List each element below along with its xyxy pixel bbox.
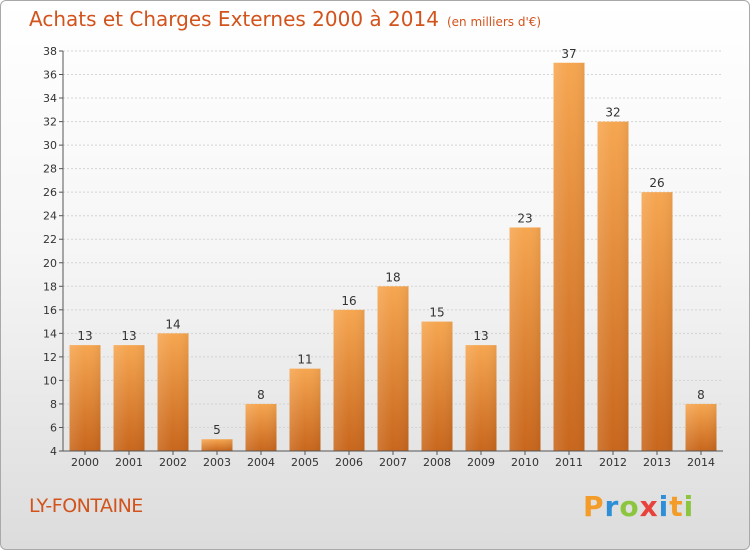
- y-tick-label: 30: [43, 139, 57, 152]
- brand-letter: i: [658, 490, 670, 523]
- brand-letter: x: [639, 490, 659, 523]
- y-tick-label: 18: [43, 280, 57, 293]
- x-tick-label: 2001: [115, 456, 143, 469]
- y-tick-label: 26: [43, 186, 57, 199]
- brand-letter: i: [683, 490, 695, 523]
- x-tick-label: 2013: [643, 456, 671, 469]
- y-tick-label: 16: [43, 304, 57, 317]
- data-label: 13: [473, 329, 488, 343]
- data-label: 18: [385, 270, 400, 284]
- y-tick-label: 36: [43, 69, 57, 82]
- data-label: 13: [77, 329, 92, 343]
- y-tick-label: 34: [43, 92, 57, 105]
- bar-shade: [157, 333, 189, 451]
- x-tick-label: 2014: [687, 456, 715, 469]
- bars: 13 13 14 5 8 11 16 18 15 13 23 37 32 26 8: [69, 47, 717, 452]
- y-tick-label: 24: [43, 210, 57, 223]
- data-label: 16: [341, 294, 356, 308]
- x-tick-label: 2004: [247, 456, 275, 469]
- bar-shade: [113, 345, 145, 451]
- bar-shade: [289, 368, 321, 451]
- y-tick-label: 8: [50, 398, 57, 411]
- x-tick-label: 2005: [291, 456, 319, 469]
- data-label: 5: [213, 423, 221, 437]
- bar-shade: [201, 439, 233, 451]
- data-label: 37: [561, 47, 576, 61]
- x-tick-label: 2011: [555, 456, 583, 469]
- y-tick-label: 14: [43, 327, 57, 340]
- data-label: 23: [517, 211, 532, 225]
- x-tick-label: 2009: [467, 456, 495, 469]
- bar-shade: [641, 192, 673, 452]
- bar-shade: [333, 309, 365, 451]
- bar-shade: [465, 345, 497, 451]
- y-tick-label: 38: [43, 45, 57, 58]
- x-tick-label: 2010: [511, 456, 539, 469]
- y-tick-label: 6: [50, 421, 57, 434]
- data-label: 8: [257, 388, 265, 402]
- data-label: 14: [165, 317, 180, 331]
- x-tick-label: 2012: [599, 456, 627, 469]
- x-axis: 2000 2001 2002 2003 2004 2005 2006 2007 2008 2009…: [63, 450, 723, 469]
- brand-letter: t: [669, 490, 684, 523]
- y-tick-label: 10: [43, 374, 57, 387]
- y-tick-label: 32: [43, 116, 57, 129]
- town-name: LY-FONTAINE: [29, 495, 143, 517]
- bar-shade: [509, 227, 541, 451]
- x-tick-label: 2000: [71, 456, 99, 469]
- y-axis: 4 6 8 10 12 14 16 18 20 22 24 26 28 30 32 34 36 38: [43, 45, 64, 458]
- data-label: 15: [429, 306, 444, 320]
- x-tick-label: 2006: [335, 456, 363, 469]
- bar-shade: [421, 321, 453, 451]
- x-tick-label: 2003: [203, 456, 231, 469]
- brand-letter: r: [604, 490, 620, 523]
- bar-shade: [377, 286, 409, 451]
- x-tick-label: 2002: [159, 456, 187, 469]
- data-label: 26: [649, 176, 664, 190]
- data-label: 32: [605, 106, 620, 120]
- bar-shade: [553, 62, 585, 451]
- data-label: 11: [297, 353, 312, 367]
- x-tick-label: 2007: [379, 456, 407, 469]
- y-tick-label: 20: [43, 257, 57, 270]
- data-label: 13: [121, 329, 136, 343]
- brand-letter: o: [619, 490, 640, 523]
- y-tick-label: 4: [50, 445, 57, 458]
- proxiti-logo[interactable]: Proxiti: [583, 490, 694, 523]
- x-tick-label: 2008: [423, 456, 451, 469]
- bar-shade: [597, 121, 629, 452]
- y-tick-label: 22: [43, 233, 57, 246]
- bar-shade: [685, 403, 717, 451]
- chart-title: Achats et Charges Externes 2000 à 2014 (e…: [29, 7, 541, 31]
- bar-shade: [69, 345, 101, 451]
- y-tick-label: 28: [43, 163, 57, 176]
- chart-subtitle: (en milliers d'€): [446, 15, 542, 29]
- data-label: 8: [697, 388, 705, 402]
- title-text: Achats et Charges Externes 2000 à 2014: [29, 7, 439, 31]
- bar-shade: [245, 403, 277, 451]
- y-tick-label: 12: [43, 351, 57, 364]
- brand-letter: P: [583, 490, 605, 523]
